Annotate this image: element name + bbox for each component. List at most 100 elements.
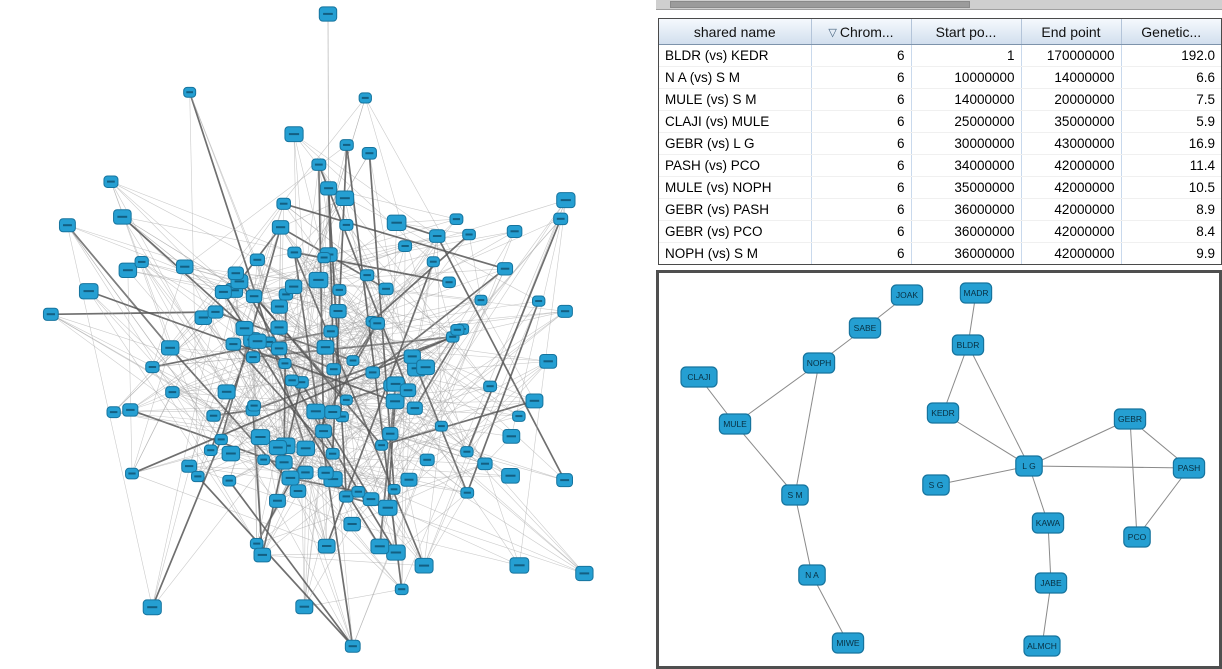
- network-node-s-g[interactable]: S G: [922, 474, 950, 496]
- network-node[interactable]: [378, 282, 394, 296]
- network-node[interactable]: [344, 639, 361, 653]
- network-node[interactable]: [335, 190, 355, 207]
- network-node[interactable]: [501, 468, 520, 484]
- column-header[interactable]: shared name: [659, 19, 812, 45]
- network-node[interactable]: [450, 323, 465, 336]
- network-node-n-a[interactable]: N A: [798, 564, 826, 586]
- large-network-panel[interactable]: [0, 0, 656, 669]
- table-row[interactable]: MULE (vs) S M 6 14000000 20000000 7.5: [659, 88, 1221, 111]
- network-node-pco[interactable]: PCO: [1123, 526, 1151, 548]
- network-node[interactable]: [225, 337, 242, 351]
- network-node-sabe[interactable]: SABE: [848, 317, 882, 339]
- network-node[interactable]: [281, 470, 300, 486]
- network-node[interactable]: [324, 405, 342, 420]
- network-node[interactable]: [399, 383, 417, 398]
- network-node[interactable]: [145, 361, 160, 374]
- network-node[interactable]: [496, 262, 514, 276]
- network-node[interactable]: [295, 599, 314, 615]
- network-node[interactable]: [214, 284, 232, 300]
- table-row[interactable]: NOPH (vs) S M 6 36000000 42000000 9.9: [659, 242, 1221, 264]
- network-node[interactable]: [103, 175, 119, 188]
- network-node[interactable]: [365, 366, 380, 379]
- network-node[interactable]: [449, 213, 464, 226]
- network-node-mule[interactable]: MULE: [718, 413, 752, 435]
- network-node[interactable]: [346, 355, 360, 367]
- network-node[interactable]: [318, 6, 338, 22]
- network-node[interactable]: [284, 279, 303, 294]
- network-node[interactable]: [400, 472, 418, 487]
- network-node[interactable]: [118, 262, 138, 279]
- network-node[interactable]: [414, 557, 434, 574]
- network-node[interactable]: [165, 386, 180, 399]
- network-node[interactable]: [214, 433, 228, 446]
- network-node[interactable]: [317, 466, 334, 480]
- network-node-noph[interactable]: NOPH: [802, 352, 836, 374]
- network-node[interactable]: [323, 325, 339, 338]
- table-row[interactable]: PASH (vs) PCO 6 34000000 42000000 11.4: [659, 154, 1221, 177]
- table-row[interactable]: GEBR (vs) PCO 6 36000000 42000000 8.4: [659, 220, 1221, 243]
- large-network-svg[interactable]: [0, 0, 656, 669]
- column-header[interactable]: ▽ Chrom...: [811, 19, 912, 45]
- network-node[interactable]: [253, 547, 272, 563]
- network-node[interactable]: [386, 214, 407, 231]
- network-node[interactable]: [248, 333, 267, 349]
- network-node[interactable]: [429, 229, 446, 243]
- small-network-panel[interactable]: JOAK MADR SABE BLDR NOPH CLAJI KEDR GEBR MULE L G…: [656, 270, 1222, 669]
- column-header[interactable]: End point: [1021, 19, 1122, 45]
- network-node[interactable]: [361, 146, 377, 160]
- network-node[interactable]: [257, 454, 271, 466]
- network-node[interactable]: [359, 269, 375, 282]
- network-node[interactable]: [362, 492, 380, 507]
- network-node[interactable]: [358, 92, 372, 104]
- network-node[interactable]: [161, 340, 180, 356]
- network-node[interactable]: [369, 317, 385, 330]
- network-node[interactable]: [42, 307, 59, 321]
- network-node[interactable]: [474, 294, 488, 306]
- network-node-jabe[interactable]: JABE: [1034, 572, 1068, 594]
- network-node[interactable]: [275, 455, 293, 470]
- network-node[interactable]: [191, 470, 205, 483]
- network-node[interactable]: [382, 427, 399, 441]
- network-node[interactable]: [125, 467, 139, 480]
- network-node[interactable]: [250, 429, 271, 446]
- network-node[interactable]: [434, 420, 448, 432]
- network-node-almch[interactable]: ALMCH: [1023, 635, 1061, 657]
- network-node[interactable]: [326, 363, 342, 376]
- network-node[interactable]: [556, 473, 573, 488]
- network-node[interactable]: [311, 158, 327, 171]
- network-node[interactable]: [339, 394, 353, 406]
- network-node[interactable]: [477, 457, 493, 471]
- network-node[interactable]: [276, 197, 291, 210]
- network-node[interactable]: [308, 271, 329, 289]
- network-node[interactable]: [278, 357, 292, 370]
- network-node[interactable]: [387, 483, 401, 495]
- network-node[interactable]: [375, 439, 389, 451]
- network-node[interactable]: [245, 351, 261, 364]
- network-node[interactable]: [78, 283, 99, 300]
- network-node[interactable]: [222, 474, 237, 487]
- network-node[interactable]: [284, 126, 304, 143]
- network-node[interactable]: [539, 353, 558, 369]
- network-node[interactable]: [247, 399, 261, 412]
- network-node[interactable]: [385, 393, 405, 410]
- network-node[interactable]: [553, 212, 569, 226]
- network-node[interactable]: [351, 486, 366, 498]
- table-scrollbar[interactable]: [656, 0, 1222, 10]
- network-node[interactable]: [317, 538, 336, 554]
- network-node[interactable]: [296, 440, 316, 457]
- network-node[interactable]: [175, 259, 194, 275]
- table-row[interactable]: MULE (vs) NOPH 6 35000000 42000000 10.5: [659, 176, 1221, 199]
- table-row[interactable]: GEBR (vs) L G 6 30000000 43000000 16.9: [659, 132, 1221, 155]
- network-node[interactable]: [398, 240, 413, 252]
- network-node-bldr[interactable]: BLDR: [951, 334, 985, 356]
- network-node[interactable]: [556, 192, 576, 209]
- network-node-pash[interactable]: PASH: [1172, 457, 1206, 479]
- network-node[interactable]: [284, 374, 300, 387]
- network-node[interactable]: [506, 224, 523, 238]
- network-node[interactable]: [249, 253, 265, 267]
- small-network-svg[interactable]: JOAK MADR SABE BLDR NOPH CLAJI KEDR GEBR MULE L G…: [659, 273, 1219, 666]
- network-node[interactable]: [268, 440, 288, 456]
- network-node[interactable]: [207, 305, 224, 319]
- scrollbar-thumb[interactable]: [670, 1, 970, 8]
- network-node-madr[interactable]: MADR: [959, 282, 993, 304]
